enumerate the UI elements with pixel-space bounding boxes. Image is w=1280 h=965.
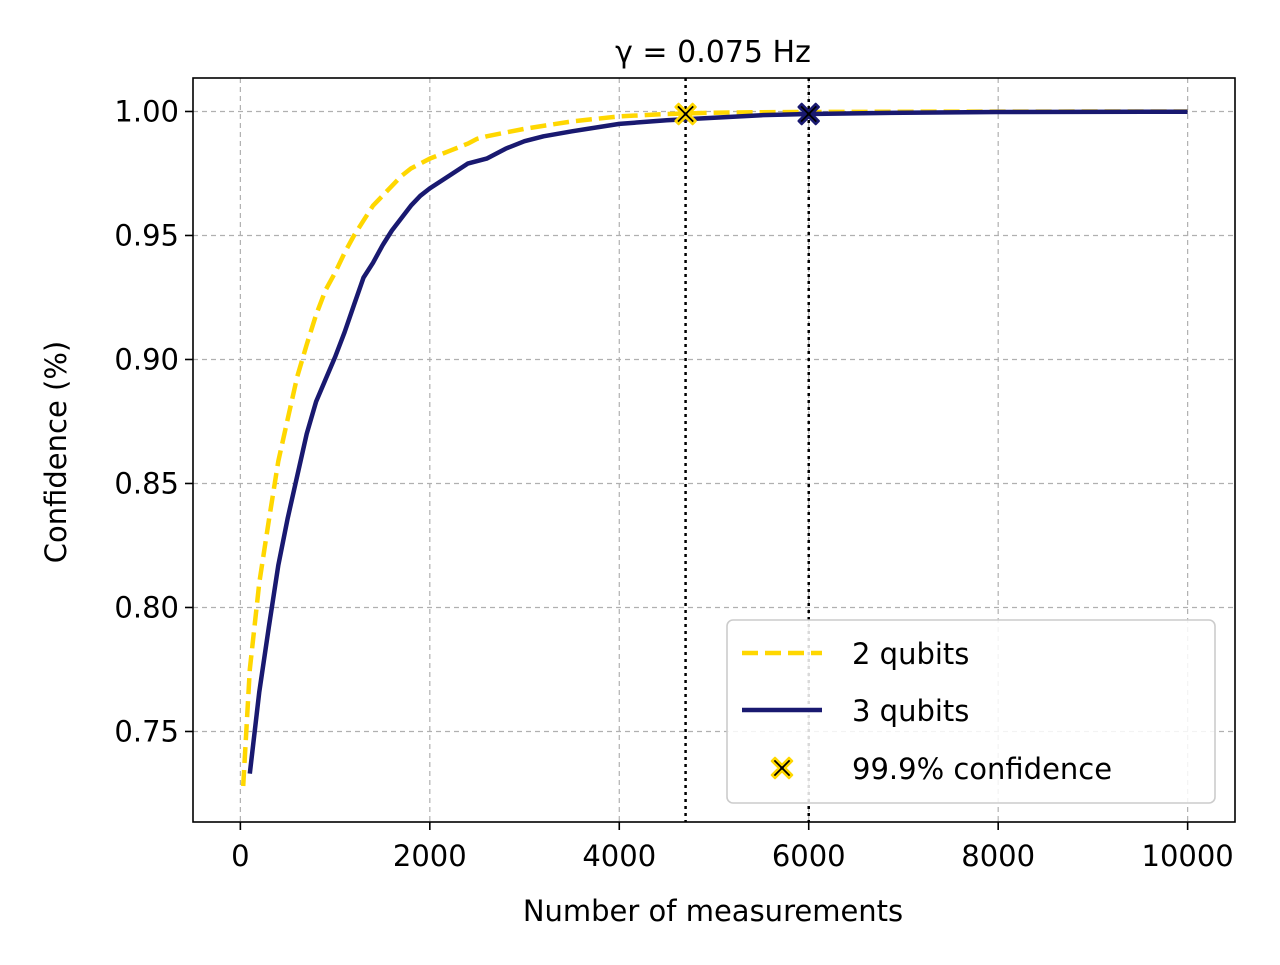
x-axis-label: Number of measurements (523, 894, 903, 928)
y-tick-label: 0.85 (114, 466, 179, 500)
legend-label-2-qubits: 2 qubits (852, 637, 969, 671)
y-tick-label: 0.90 (114, 342, 179, 376)
legend-box (726, 619, 1216, 804)
x-marker-icon (674, 102, 697, 126)
legend-label-confidence: 99.9% confidence (852, 752, 1112, 786)
series-line-3-qubits (247, 109, 1188, 774)
axis-ticks: 0 2000 4000 6000 8000 10000 0.75 0.80 0.85 0.90 0.… (114, 94, 1233, 873)
y-tick-label: 0.80 (114, 590, 179, 624)
x-tick-label: 2000 (393, 839, 467, 873)
y-tick-label: 0.75 (114, 714, 179, 748)
x-marker-icon (797, 102, 820, 126)
confidence-markers (674, 102, 820, 126)
x-tick-label: 4000 (582, 839, 656, 873)
chart-title: γ = 0.075 Hz (615, 35, 811, 70)
x-tick-label: 8000 (961, 839, 1035, 873)
legend: 2 qubits 3 qubits 99.9% confidence (726, 619, 1216, 804)
legend-marker-icon (770, 756, 794, 780)
x-tick-label: 10000 (1142, 839, 1234, 873)
y-tick-label: 0.95 (114, 218, 179, 252)
plot-frame (192, 77, 1236, 823)
confidence-marker (674, 102, 697, 126)
legend-label-3-qubits: 3 qubits (852, 694, 969, 728)
threshold-lines (684, 78, 810, 822)
y-tick-label: 1.00 (114, 94, 179, 128)
x-tick-label: 0 (231, 839, 249, 873)
confidence-marker (797, 102, 820, 126)
x-tick-label: 6000 (772, 839, 846, 873)
y-axis-label: Confidence (%) (39, 341, 73, 563)
